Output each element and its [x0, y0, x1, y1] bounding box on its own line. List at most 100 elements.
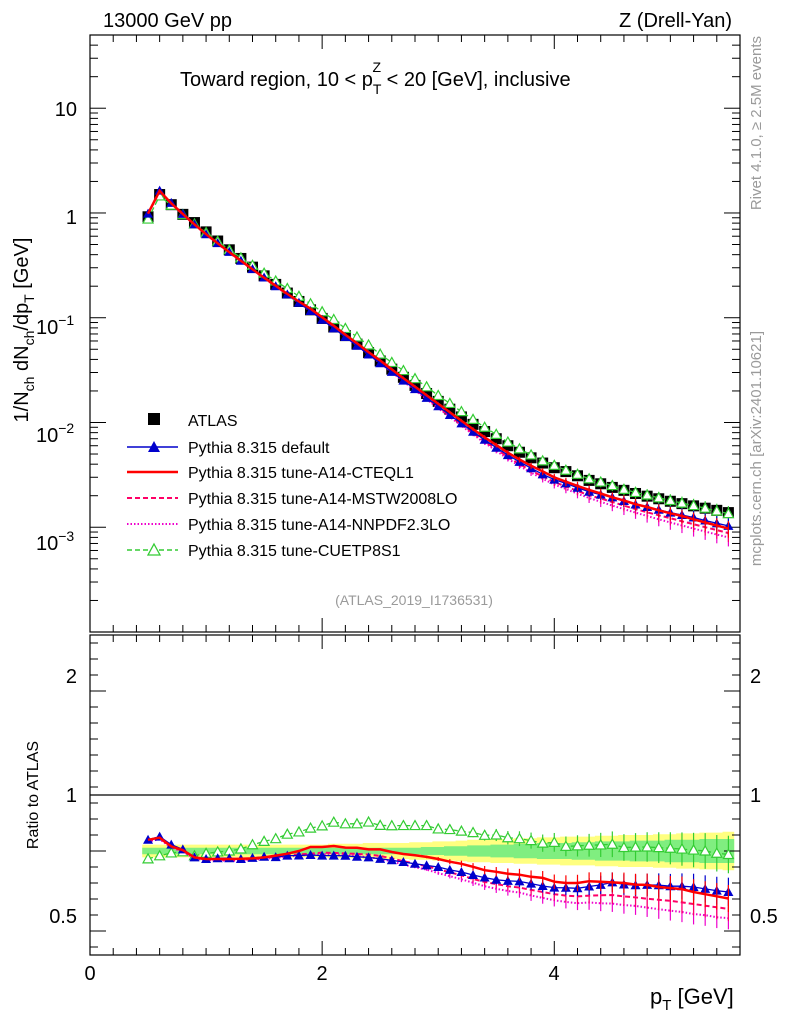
ratio-cuetp8s1-point — [350, 817, 363, 829]
ratio-cuetp8s1-point — [664, 842, 677, 853]
ratio-cuetp8s1-point — [490, 828, 503, 840]
ratio-default-point — [479, 872, 490, 882]
main-cuetp8s1-point — [722, 507, 735, 519]
ratio-series-layer — [142, 815, 735, 930]
main-title-sup: Z — [372, 59, 381, 75]
main-cuetp8s1-point — [142, 212, 155, 224]
main-cuetp8s1-point — [420, 380, 433, 392]
ratio-cuetp8s1-point — [443, 823, 456, 835]
legend-label-atlas: ATLAS — [188, 413, 238, 430]
main-cuetp8s1-point — [501, 435, 514, 447]
ratio-ytick-label-1-left: 1 — [66, 785, 77, 807]
main-atlas-point — [467, 418, 479, 430]
x-tick-labels: 0 2 4 — [84, 963, 559, 985]
main-default-point — [386, 366, 397, 376]
main-ytick-1e-3-base: 10 — [36, 533, 58, 555]
ratio-default-point — [456, 866, 467, 876]
ratio-default-point — [351, 851, 362, 861]
main-default-point — [328, 323, 339, 333]
ratio-y-label: Ratio to ATLAS — [25, 741, 42, 849]
main-ytick-1e-1-exp: −1 — [58, 312, 74, 328]
ratio-default-point — [386, 855, 397, 865]
ratio-cuetp8s1-point — [165, 846, 178, 858]
ratio-cuetp8s1-point — [559, 840, 572, 851]
legend-label-mstw: Pythia 8.315 tune-A14-MSTW2008LO — [188, 491, 457, 508]
main-default-point — [340, 331, 351, 341]
ratio-plot-panel — [89, 634, 741, 956]
ratio-cuetp8s1-point — [571, 839, 584, 851]
ratio-default-point — [282, 850, 293, 860]
main-ytick-label-1: 1 — [66, 207, 77, 229]
main-cuetp8s1-point — [571, 468, 584, 479]
main-ytick-label-10: 10 — [55, 99, 77, 121]
ratio-cuetp8s1-point — [699, 844, 712, 856]
ratio-cuetp8s1-point — [722, 848, 735, 860]
ratio-default-point — [340, 850, 351, 860]
ratio-cuetp8s1-point — [641, 840, 654, 852]
main-ytick-label-1e-1: 10−1 — [36, 312, 74, 339]
main-cuetp8s1-point — [478, 421, 491, 432]
main-default-point — [410, 384, 420, 394]
ratio-ytick-label-05-right: 0.5 — [750, 906, 778, 928]
ratio-cuetp8s1-point — [408, 819, 422, 831]
mcplots-label: mcplots.cern.ch [arXiv:2401.10621] — [748, 331, 765, 566]
main-default-point — [433, 401, 444, 411]
ratio-ytick-label-05-left: 0.5 — [49, 906, 77, 928]
ratio-cuetp8s1-point — [292, 825, 305, 837]
main-default-point — [398, 375, 409, 385]
ratio-cuetp8s1-point — [594, 838, 607, 850]
main-ytick-1e-2-exp: −2 — [58, 420, 74, 436]
main-ytick-label-1e-3: 10−3 — [36, 528, 74, 555]
ratio-cuetp8s1-point — [710, 847, 723, 858]
main-default-point — [444, 409, 455, 419]
ratio-cuetp8s1-point — [536, 836, 549, 848]
legend-label-nnpdf: Pythia 8.315 tune-A14-NNPDF2.3LO — [188, 517, 450, 534]
xtick-label-2: 2 — [316, 963, 327, 985]
main-title-sub: T — [373, 81, 382, 97]
legend-marker-atlas — [148, 413, 160, 425]
ratio-default-point — [537, 881, 548, 891]
ratio-ytick-label-2-left: 2 — [66, 666, 77, 688]
main-default-point — [468, 426, 479, 436]
main-cuetp8s1-point — [559, 464, 572, 475]
main-axis-ticks — [89, 34, 740, 633]
main-cuetp8s1-point — [617, 483, 630, 494]
ratio-default-point — [502, 875, 513, 885]
ratio-default-point — [293, 850, 304, 860]
main-default-point — [421, 392, 432, 402]
ratio-default-point — [526, 878, 537, 888]
ratio-default-point — [305, 850, 316, 859]
ratio-frame — [89, 634, 741, 956]
main-cuetp8s1-point — [374, 347, 387, 359]
ratio-cuetp8s1-point — [281, 827, 294, 839]
main-ytick-1e-2-base: 10 — [36, 425, 58, 447]
main-cuetp8s1-point — [664, 494, 677, 506]
x-axis-label-sub: T — [662, 997, 671, 1014]
ratio-cuetp8s1-point — [269, 832, 282, 844]
main-title-part-a: Toward region, 10 < p — [180, 69, 373, 91]
main-cuetp8s1-point — [629, 486, 642, 498]
main-default-point — [305, 305, 316, 315]
x-axis-label-main: p — [650, 984, 662, 1009]
ratio-cuetp8s1-point — [362, 815, 375, 827]
ratio-default-point — [363, 852, 374, 862]
ratio-cuetp8s1-point — [246, 838, 259, 850]
ratio-cuetp8s1-point — [478, 829, 491, 840]
header-right: Z (Drell-Yan) — [619, 10, 732, 32]
main-cuetp8s1-point — [536, 454, 549, 466]
legend-marker-default — [148, 441, 160, 452]
main-cuetp8s1-point — [490, 428, 503, 439]
legend-label-cteql1: Pythia 8.315 tune-A14-CTEQL1 — [188, 465, 414, 482]
main-cuetp8s1-point — [687, 499, 700, 511]
main-cuetp8s1-point — [525, 448, 538, 460]
main-cuetp8s1-point — [594, 475, 607, 487]
analysis-watermark: (ATLAS_2019_I1736531) — [335, 592, 493, 608]
ratio-cuetp8s1-point — [617, 841, 630, 853]
ratio-cuetp8s1-point — [432, 822, 445, 834]
ratio-cuetp8s1-point — [629, 840, 642, 852]
legend-label-default: Pythia 8.315 default — [188, 440, 330, 457]
main-plot-panel — [89, 34, 741, 633]
main-ytick-1e-1-base: 10 — [36, 317, 58, 339]
main-ytick-1e-3-exp: −3 — [58, 528, 74, 544]
